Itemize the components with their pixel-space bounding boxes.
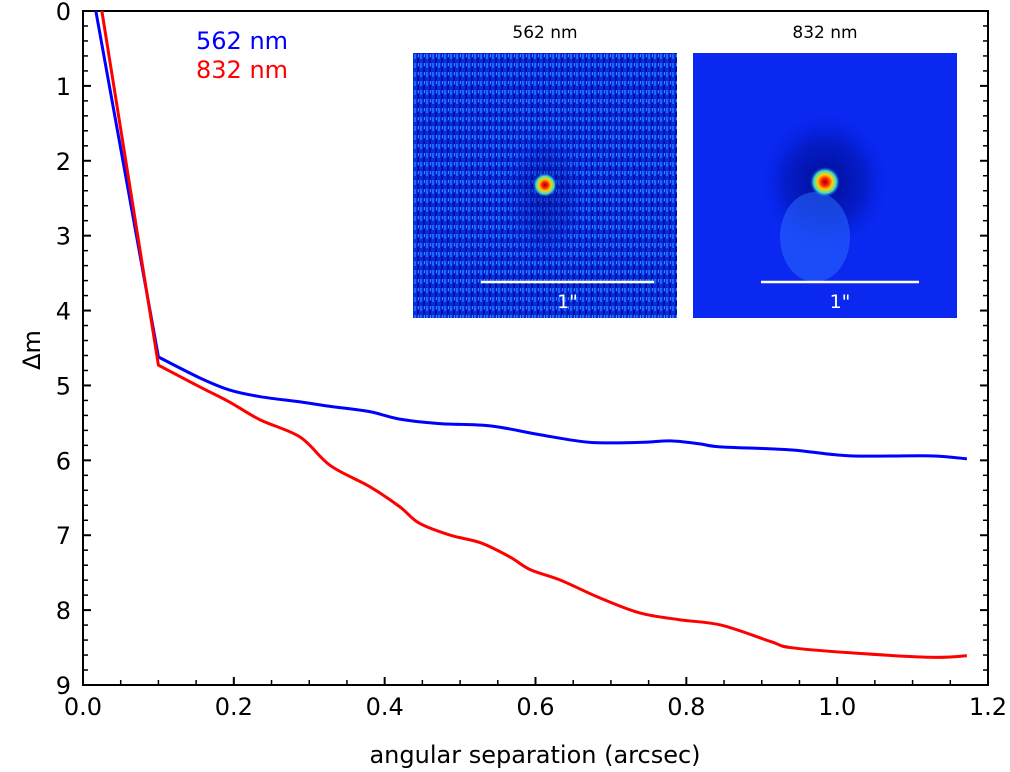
series-line-562nm xyxy=(94,11,968,461)
inset-images: 562 nm 1" 832 nm 1" xyxy=(413,23,957,318)
x-tick-label: 0.0 xyxy=(64,693,102,721)
x-tick-label: 0.8 xyxy=(667,693,705,721)
y-tick-label: 0 xyxy=(56,0,71,26)
x-axis-label: angular separation (arcsec) xyxy=(369,741,700,769)
y-tick-label: 1 xyxy=(56,73,71,101)
y-tick-label: 8 xyxy=(56,597,71,625)
y-tick-label: 5 xyxy=(56,372,71,400)
y-tick-label: 3 xyxy=(56,223,71,251)
diffuse-blob xyxy=(780,192,850,282)
y-tick-label: 6 xyxy=(56,447,71,475)
x-tick-label: 0.6 xyxy=(516,693,554,721)
inset-1: 562 nm 1" xyxy=(413,23,677,318)
legend-entry-562nm: 562 nm xyxy=(196,27,288,55)
x-tick-label: 0.4 xyxy=(366,693,404,721)
legend-entry-832nm: 832 nm xyxy=(196,56,288,84)
inset-2: 832 nm 1" xyxy=(693,23,957,318)
inset-title: 562 nm xyxy=(512,23,577,43)
axis-ticks xyxy=(82,10,989,686)
psf-core xyxy=(533,173,557,197)
y-axis-label: Δm xyxy=(18,330,46,370)
inset-title: 832 nm xyxy=(792,23,857,43)
y-tick-label: 2 xyxy=(56,148,71,176)
x-tick-label: 1.2 xyxy=(969,693,1007,721)
legend: 562 nm 832 nm xyxy=(196,27,288,84)
y-tick-label: 4 xyxy=(56,298,71,326)
series-line-832nm xyxy=(100,11,967,659)
x-tick-label: 0.2 xyxy=(215,693,253,721)
y-tick-label: 9 xyxy=(56,672,71,700)
axis-tick-labels: 0.0 0.2 0.4 0.6 0.8 1.0 1.2 0 1 2 3 4 5 6 7 8 9 xyxy=(56,0,1007,721)
x-tick-label: 1.0 xyxy=(818,693,856,721)
series-lines xyxy=(94,11,968,659)
y-tick-label: 7 xyxy=(56,522,71,550)
scale-bar-label: 1" xyxy=(830,291,851,313)
scale-bar-label: 1" xyxy=(557,291,578,313)
psf-core xyxy=(810,167,840,197)
